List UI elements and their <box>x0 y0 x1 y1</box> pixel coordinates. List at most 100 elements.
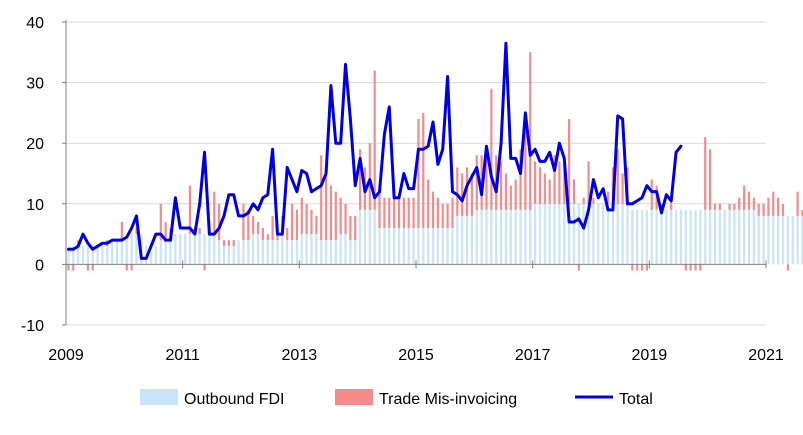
trade-misinvoicing-bar <box>592 197 595 204</box>
y-tick-label: 0 <box>35 257 44 274</box>
legend: Outbound FDI Trade Mis-invoicing Total <box>140 389 653 408</box>
outbound-fdi-bar <box>339 234 342 265</box>
x-tick-label: 2013 <box>282 347 318 364</box>
trade-misinvoicing-bar <box>694 264 697 271</box>
outbound-fdi-bar <box>252 234 255 265</box>
trade-misinvoicing-bar <box>222 240 226 247</box>
outbound-fdi-bar <box>650 209 653 265</box>
outbound-fdi-bar <box>169 240 172 265</box>
trade-misinvoicing-bar <box>563 161 566 204</box>
outbound-fdi-bar <box>247 240 250 265</box>
outbound-fdi-bar <box>106 246 109 265</box>
outbound-fdi-bar <box>125 240 128 265</box>
trade-misinvoicing-bar <box>329 185 333 241</box>
x-tick-label: 2009 <box>48 347 84 364</box>
outbound-fdi-bar <box>572 203 576 265</box>
outbound-fdi-bar <box>777 215 780 265</box>
trade-misinvoicing-bar <box>786 264 789 271</box>
outbound-fdi-bar <box>242 240 245 265</box>
x-tick-label: 2021 <box>748 347 784 364</box>
outbound-fdi-bar <box>504 209 508 265</box>
x-tick-label: 2011 <box>165 347 200 364</box>
outbound-fdi-bar <box>781 215 785 265</box>
outbound-fdi-bar <box>738 209 741 265</box>
outbound-fdi-bar <box>465 215 469 265</box>
outbound-fdi-bar <box>422 228 425 265</box>
trade-misinvoicing-bar <box>315 215 318 235</box>
outbound-fdi-bar <box>451 228 454 265</box>
trade-misinvoicing-bar <box>485 155 488 210</box>
trade-misinvoicing-bar <box>324 173 328 241</box>
trade-misinvoicing-bar <box>213 191 216 235</box>
trade-misinvoicing-bar <box>256 221 260 235</box>
y-tick-label: 20 <box>26 136 44 153</box>
outbound-fdi-bar <box>723 209 726 265</box>
trade-misinvoicing-bar <box>203 264 206 271</box>
trade-misinvoicing-bar <box>709 149 712 210</box>
outbound-fdi-bar <box>305 234 308 265</box>
outbound-fdi-bar <box>324 240 328 265</box>
trade-misinvoicing-bar <box>368 143 371 210</box>
outbound-fdi-bar <box>431 228 435 265</box>
trade-misinvoicing-bar <box>305 203 308 235</box>
trade-misinvoicing-bar <box>704 137 707 210</box>
outbound-fdi-bar <box>538 203 542 265</box>
outbound-fdi-bar <box>256 234 260 265</box>
outbound-fdi-bar <box>626 203 629 265</box>
trade-misinvoicing-bar <box>373 70 376 210</box>
trade-misinvoicing-bar <box>300 197 303 235</box>
outbound-fdi-bar <box>704 209 707 265</box>
outbound-fdi-bar <box>553 203 556 265</box>
trade-misinvoicing-bar <box>553 155 556 204</box>
outbound-fdi-bar <box>261 240 264 265</box>
outbound-fdi-bar <box>373 209 376 265</box>
outbound-fdi-bar <box>694 209 697 265</box>
x-tick-label: 2015 <box>398 347 434 364</box>
outbound-fdi-bar <box>616 203 619 265</box>
trade-misinvoicing-bar <box>699 264 702 271</box>
outbound-fdi-bar <box>684 209 687 265</box>
outbound-fdi-bar <box>101 246 104 265</box>
outbound-fdi-bar <box>120 240 123 265</box>
trade-misinvoicing-bar <box>733 203 736 210</box>
trade-misinvoicing-bar <box>757 203 760 216</box>
trade-misinvoicing-bar <box>407 197 410 229</box>
outbound-fdi-bar <box>767 215 770 265</box>
outbound-fdi-bar <box>670 209 673 265</box>
trade-misinvoicing-bar <box>728 203 731 210</box>
total-line <box>66 41 683 260</box>
outbound-fdi-bar <box>77 246 80 265</box>
outbound-fdi-bar <box>743 209 746 265</box>
trade-misinvoicing-bar <box>252 215 255 235</box>
trade-misinvoicing-bar <box>777 197 780 216</box>
outbound-fdi-bar <box>174 234 177 265</box>
outbound-fdi-bar <box>359 209 362 265</box>
y-tick-label: -10 <box>21 318 44 335</box>
trade-misinvoicing-bar <box>427 179 430 229</box>
outbound-fdi-bar <box>640 209 644 265</box>
outbound-fdi-bar <box>606 203 610 265</box>
trade-misinvoicing-bar <box>159 203 162 241</box>
trade-misinvoicing-bar <box>801 209 803 216</box>
trade-misinvoicing-bar <box>198 228 201 235</box>
outbound-fdi-bar <box>218 240 221 265</box>
outbound-fdi-bar <box>227 246 230 265</box>
outbound-fdi-bar <box>801 215 803 265</box>
outbound-fdi-bar <box>237 240 240 265</box>
outbound-fdi-bar <box>524 209 527 265</box>
outbound-fdi-bar <box>689 209 692 265</box>
trade-misinvoicing-bar <box>261 228 264 241</box>
outbound-fdi-bar <box>611 203 614 265</box>
outbound-fdi-bar <box>344 234 347 265</box>
trade-misinvoicing-bar <box>572 179 576 204</box>
trade-misinvoicing-bar <box>125 264 128 271</box>
outbound-fdi-bar <box>368 209 371 265</box>
trade-misinvoicing-bar <box>436 197 439 229</box>
trade-misinvoicing-bar <box>772 191 775 216</box>
outbound-fdi-bar <box>660 209 663 265</box>
trade-misinvoicing-bar <box>684 264 687 271</box>
outbound-fdi-bar <box>772 215 775 265</box>
outbound-fdi-bar <box>266 240 269 265</box>
trade-misinvoicing-bar <box>499 161 503 210</box>
